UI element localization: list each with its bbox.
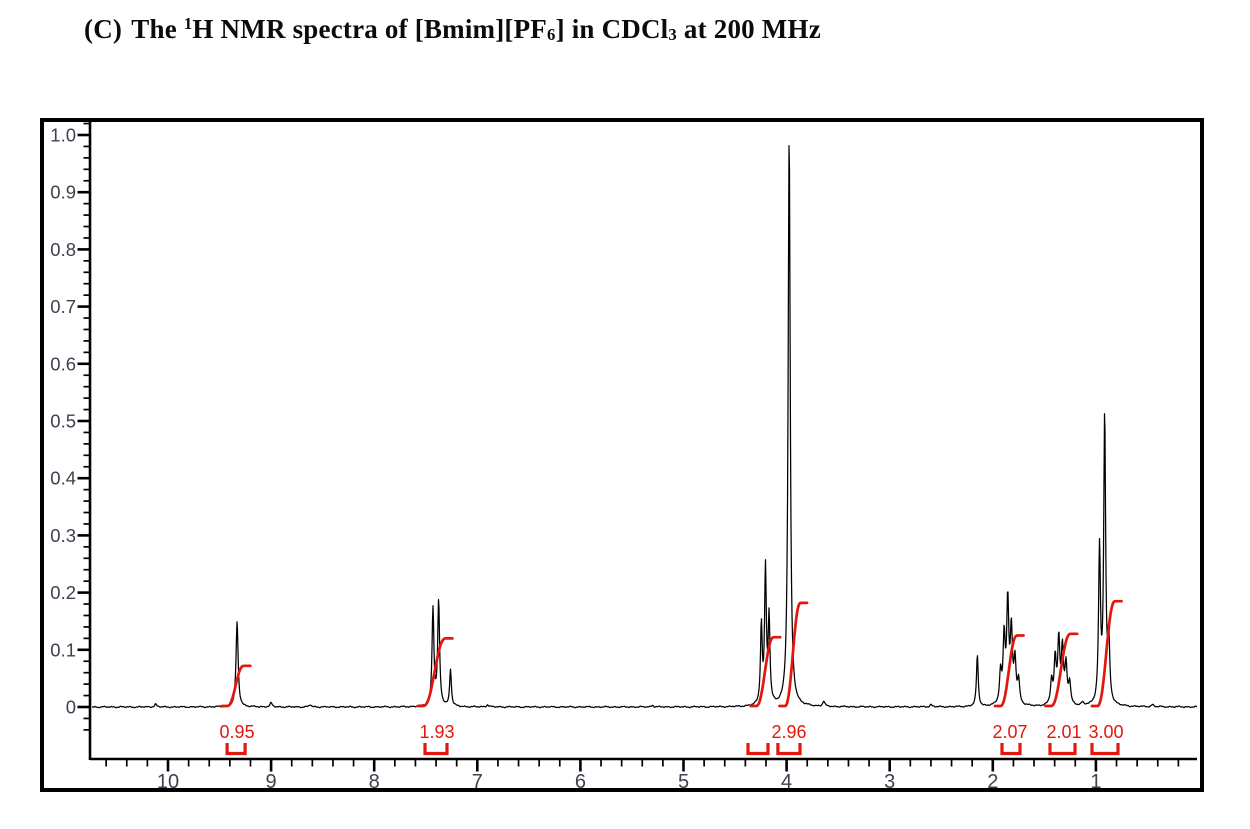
y-tick-label: 0.5 (50, 411, 76, 432)
x-tick-label: 3 (884, 771, 895, 793)
title-segment: The (131, 14, 184, 44)
title-segment: 6 (547, 25, 556, 45)
title-segment: at 200 MHz (676, 14, 821, 44)
integration-bracket (1000, 743, 1022, 756)
y-tick-label: 0.9 (50, 182, 76, 203)
x-tick-label: 4 (781, 771, 792, 793)
y-tick-label: 0.2 (50, 582, 76, 603)
title-segment: (C) (84, 14, 123, 44)
integration-value-label: 2.01 (1047, 722, 1082, 742)
figure-title: (C) The 1H NMR spectra of [Bmim][PF6] in … (84, 14, 821, 45)
integration-bracket (776, 743, 802, 756)
y-tick-label: 0.1 (50, 639, 76, 660)
integral-curve (220, 664, 252, 708)
y-tick-label: 0.8 (50, 239, 76, 260)
x-tick-label: 8 (369, 771, 380, 793)
integral-curve (993, 634, 1025, 708)
integration-value-label: 3.00 (1088, 722, 1123, 742)
x-tick-label: 7 (472, 771, 483, 793)
spectrum-trace (91, 145, 1198, 709)
x-tick-label: 10 (157, 771, 179, 793)
x-axis-ticks (105, 759, 1180, 772)
integral-curve (749, 635, 782, 708)
x-tick-label: 9 (266, 771, 277, 793)
y-tick-label: 0.7 (50, 296, 76, 317)
title-segment: 3 (668, 25, 677, 45)
integration-value-label: 2.07 (992, 722, 1027, 742)
y-axis-ticks (77, 122, 89, 731)
x-tick-label: 6 (575, 771, 586, 793)
figure-border (40, 118, 1204, 792)
integration-value-label: 0.95 (220, 722, 255, 742)
title-segment: 1 (183, 14, 193, 34)
integration-value-label: 1.93 (419, 722, 454, 742)
integral-curve (1090, 599, 1123, 708)
integration-bracket (1048, 743, 1077, 756)
integration-bracket (1090, 743, 1120, 756)
axes (88, 121, 1197, 761)
integration-bracket (423, 743, 449, 756)
y-tick-label: 0.6 (50, 353, 76, 374)
integral-curve (1044, 632, 1079, 708)
title-segment: ] in CDCl (555, 14, 669, 44)
integration-bracket (746, 743, 770, 756)
x-tick-label: 2 (987, 771, 998, 793)
y-tick-label: 0.3 (50, 525, 76, 546)
integral-curve (416, 637, 454, 708)
integral-curve (778, 601, 809, 708)
integration-bracket (225, 743, 247, 756)
title-segment: H NMR spectra of [Bmim][PF (192, 14, 547, 44)
x-tick-label: 5 (678, 771, 689, 793)
integration-value-label: 2.96 (771, 722, 806, 742)
y-tick-label: 0 (66, 697, 76, 718)
y-tick-label: 1.0 (50, 125, 76, 146)
x-tick-label: 1 (1090, 771, 1101, 793)
y-tick-label: 0.4 (50, 468, 76, 489)
